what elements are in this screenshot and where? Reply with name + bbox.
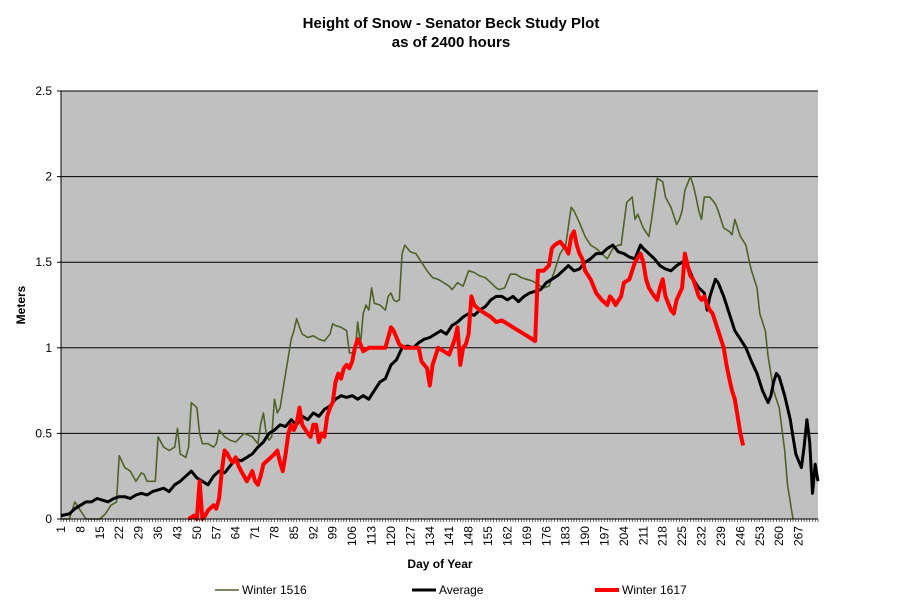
y-tick-label: 2 <box>45 170 52 184</box>
x-tick-label: 218 <box>656 526 670 546</box>
x-tick-label: 113 <box>365 526 379 545</box>
y-tick-labels: 0 0.5 1 1.5 2 2.5 <box>35 84 61 526</box>
x-tick-label: 78 <box>268 526 282 540</box>
x-tick-label: 197 <box>597 526 611 546</box>
y-tick-label: 2.5 <box>35 84 52 98</box>
x-tick-label: 239 <box>714 526 728 546</box>
x-tick-label: 64 <box>229 526 243 540</box>
x-tick-label: 183 <box>559 526 573 546</box>
legend: Winter 1516 Average Winter 1617 <box>215 583 687 597</box>
x-tick-label: 29 <box>132 526 146 540</box>
x-tick-label: 85 <box>287 526 301 540</box>
x-tick-label: 267 <box>792 526 806 546</box>
gridlines <box>61 90 818 434</box>
x-tick-label: 99 <box>326 526 340 540</box>
x-tick-label: 36 <box>151 526 165 540</box>
y-tick-label: 1 <box>45 341 52 355</box>
x-tick-label: 92 <box>306 526 320 540</box>
x-tick-label: 260 <box>772 526 786 546</box>
x-tick-label: 141 <box>442 526 456 546</box>
x-tick-label: 134 <box>423 526 437 546</box>
y-axis-title: Meters <box>14 285 28 324</box>
x-tick-label: 120 <box>384 526 398 546</box>
series-lines <box>60 175 820 521</box>
plot-area <box>61 91 818 519</box>
x-tick-label: 8 <box>73 526 87 533</box>
legend-label: Winter 1617 <box>622 583 687 597</box>
chart-subtitle: as of 2400 hours <box>392 34 510 51</box>
x-tick-label: 155 <box>481 526 495 546</box>
x-tick-labels: 1 8 15 22 29 36 43 50 57 64 71 78 85 92 99 106 113 120 127… <box>54 519 819 546</box>
x-tick-label: 22 <box>112 526 126 540</box>
x-tick-label: 211 <box>636 526 650 545</box>
x-tick-label: 253 <box>753 526 767 546</box>
legend-label: Average <box>439 583 484 597</box>
x-tick-label: 127 <box>403 526 417 546</box>
x-tick-label: 169 <box>520 526 534 546</box>
x-tick-label: 190 <box>578 526 592 546</box>
x-tick-label: 232 <box>695 526 709 546</box>
x-tick-label: 225 <box>675 526 689 546</box>
series-line-0 <box>61 175 794 520</box>
x-tick-label: 162 <box>500 526 514 546</box>
x-tick-label: 106 <box>345 526 359 546</box>
legend-label: Winter 1516 <box>242 583 307 597</box>
x-tick-label: 204 <box>617 526 631 546</box>
x-axis-title: Day of Year <box>407 557 472 571</box>
x-tick-label: 71 <box>248 526 262 540</box>
series-line-2 <box>187 229 746 521</box>
y-tick-label: 0.5 <box>35 426 52 440</box>
x-tick-label: 246 <box>733 526 747 546</box>
y-tick-label: 0 <box>45 512 52 526</box>
x-tick-label: 15 <box>93 526 107 540</box>
x-tick-label: 50 <box>190 526 204 540</box>
x-tick-label: 1 <box>54 526 68 533</box>
y-tick-label: 1.5 <box>35 255 52 269</box>
x-tick-label: 148 <box>462 526 476 546</box>
x-tick-label: 176 <box>539 526 553 546</box>
x-tick-label: 43 <box>170 526 184 540</box>
x-tick-label: 57 <box>209 526 223 540</box>
chart-title: Height of Snow - Senator Beck Study Plot <box>303 15 600 32</box>
